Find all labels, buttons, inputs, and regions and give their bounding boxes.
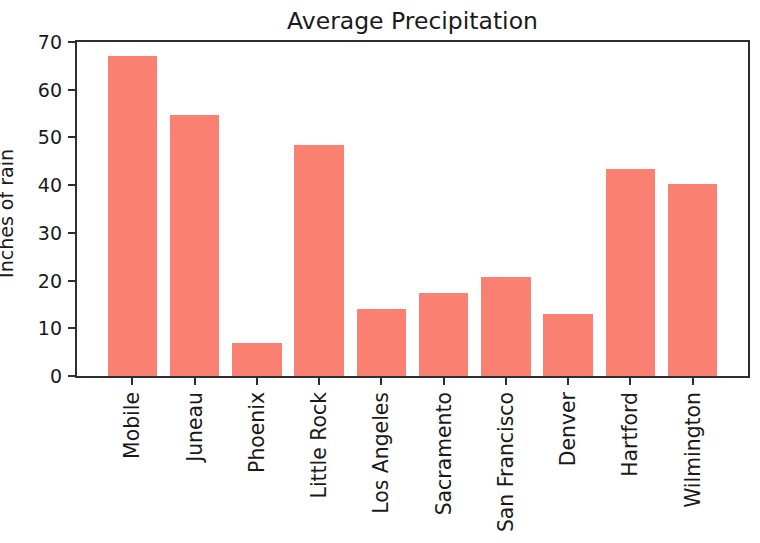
y-tick-label: 30: [0, 221, 62, 245]
y-tick-label: 70: [0, 30, 62, 54]
y-tick-mark: [68, 136, 75, 138]
y-tick-label: 50: [0, 125, 62, 149]
x-tick-mark: [443, 378, 445, 385]
chart-title: Average Precipitation: [75, 7, 750, 35]
plot-area: [75, 40, 750, 378]
x-tick-label: Phoenix: [244, 392, 270, 473]
bar-juneau: [170, 115, 220, 376]
x-tick-label: Juneau: [182, 392, 208, 462]
x-tick-label: Hartford: [617, 392, 643, 477]
y-tick-mark: [68, 375, 75, 377]
bar-san-francisco: [481, 277, 531, 376]
figure: Average Precipitation Inches of rain 0 10…: [0, 0, 760, 543]
x-tick-mark: [567, 378, 569, 385]
bar-mobile: [108, 56, 158, 376]
y-tick-mark: [68, 41, 75, 43]
x-tick-label: San Francisco: [493, 392, 519, 532]
y-tick-label: 20: [0, 269, 62, 293]
x-tick-label: Wilmington: [680, 392, 706, 508]
y-tick-mark: [68, 232, 75, 234]
y-tick-label: 0: [0, 364, 62, 388]
bar-hartford: [606, 169, 656, 376]
bar-wilmington: [668, 184, 718, 376]
bar-little-rock: [294, 145, 344, 376]
x-tick-label: Denver: [555, 392, 581, 466]
y-tick-mark: [68, 280, 75, 282]
x-tick-mark: [318, 378, 320, 385]
bar-sacramento: [419, 293, 469, 376]
x-tick-mark: [256, 378, 258, 385]
y-tick-mark: [68, 327, 75, 329]
x-tick-label: Sacramento: [431, 392, 457, 515]
x-tick-mark: [131, 378, 133, 385]
bar-phoenix: [232, 343, 282, 376]
x-tick-mark: [505, 378, 507, 385]
x-tick-mark: [380, 378, 382, 385]
bar-denver: [543, 314, 593, 376]
x-tick-mark: [194, 378, 196, 385]
x-tick-mark: [629, 378, 631, 385]
y-tick-mark: [68, 184, 75, 186]
x-tick-label: Los Angeles: [368, 392, 394, 514]
y-tick-label: 10: [0, 316, 62, 340]
y-tick-label: 40: [0, 173, 62, 197]
x-tick-label: Little Rock: [306, 392, 332, 498]
y-axis-label: Inches of rain: [0, 149, 19, 278]
x-tick-label: Mobile: [119, 392, 145, 459]
x-tick-mark: [692, 378, 694, 385]
y-tick-mark: [68, 89, 75, 91]
bar-los-angeles: [357, 309, 407, 376]
y-tick-label: 60: [0, 78, 62, 102]
